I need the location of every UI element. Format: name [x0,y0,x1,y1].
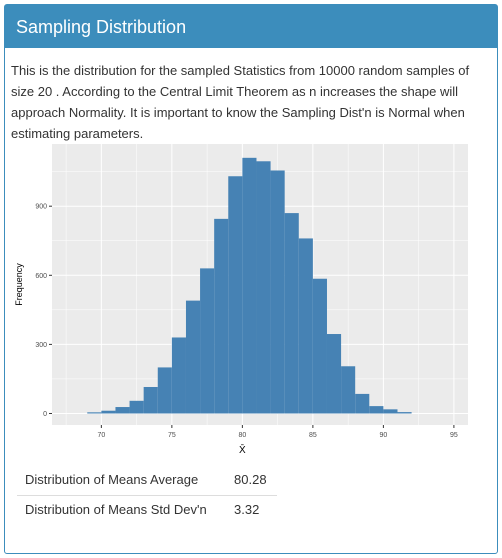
axes: 70 75 80 85 90 95 0 300 600 900 [35,204,458,439]
stats-row-mean: Distribution of Means Average 80.28 [17,465,277,496]
histogram-bar [143,386,158,414]
histogram-plot: 70 75 80 85 90 95 0 300 600 900 Frequency X̄ [10,142,480,467]
x-tick-label: 95 [450,432,458,439]
stats-label-mean: Distribution of Means Average [17,465,225,496]
panel-description: This is the distribution for the sampled… [11,63,470,141]
histogram-bar [185,300,201,414]
histogram-bar [355,393,370,414]
stats-value-mean: 80.28 [224,465,277,496]
histogram-bar [115,407,130,414]
x-tick-label: 85 [309,432,317,439]
y-tick-label: 900 [35,204,47,211]
histogram-bar [214,218,229,414]
histogram-bar [256,161,271,414]
y-axis-label: Frequency [14,263,24,306]
histogram-bar [157,367,172,414]
histogram-bar [383,409,398,414]
histogram-bar [200,268,215,414]
stats-row-sd: Distribution of Means Std Dev'n 3.32 [17,495,277,525]
x-tick-label: 70 [97,432,105,439]
histogram-bar [397,412,412,414]
stats-label-sd: Distribution of Means Std Dev'n [25,502,207,518]
histogram-bar [284,213,299,414]
stats-value-sd: 3.32 [234,502,260,518]
stats-table: Distribution of Means Average 80.28 Dist… [17,465,277,525]
y-tick-label: 0 [43,411,47,418]
x-tick-label: 75 [168,432,176,439]
histogram-bar [326,334,342,414]
histogram-bar [341,366,356,414]
x-tick-label: 90 [379,432,387,439]
histogram-bar [101,410,116,414]
histogram-bar [298,238,313,414]
y-tick-label: 300 [35,342,47,349]
histogram-bar [171,337,186,414]
histogram-svg: 70 75 80 85 90 95 0 300 600 900 Frequency X̄ [14,144,468,456]
x-tick-label: 80 [238,432,246,439]
histogram-bars [87,157,412,414]
histogram-bar [87,412,102,414]
histogram-bar [228,176,243,414]
histogram-bar [129,400,144,414]
histogram-bar [369,406,384,414]
y-tick-label: 600 [35,273,47,280]
histogram-bar [312,278,327,414]
x-axis-label: X̄ [239,443,246,456]
histogram-bar [242,157,257,414]
histogram-bar [270,170,285,414]
panel-title: Sampling Distribution [5,5,497,48]
